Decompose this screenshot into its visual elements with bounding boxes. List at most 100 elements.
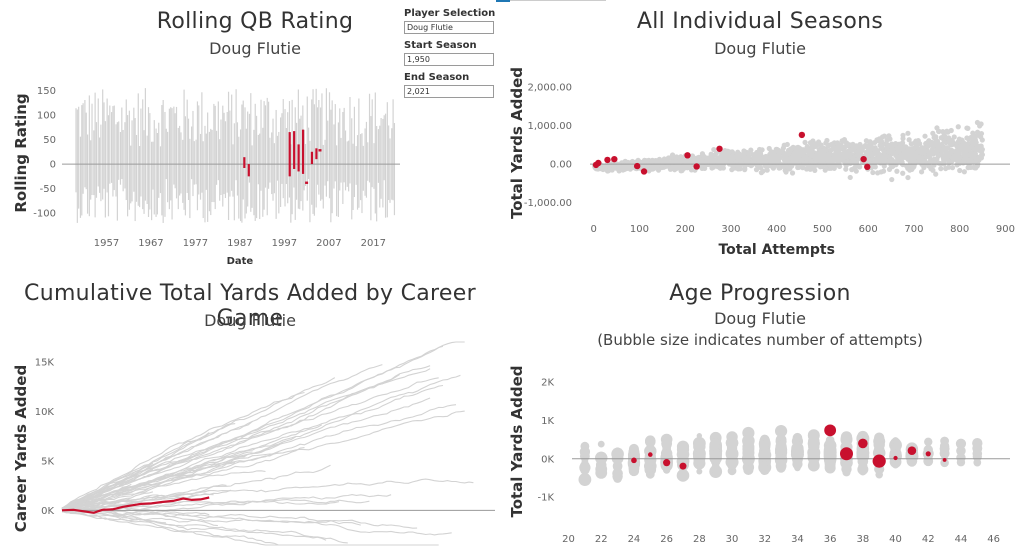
start-season-input[interactable]: 1,950 [404, 53, 494, 66]
season-point [881, 149, 887, 155]
season-point [711, 146, 717, 153]
season-point [602, 163, 608, 170]
end-season-label: End Season [404, 72, 470, 83]
season-point [720, 162, 726, 168]
season-point [954, 143, 960, 149]
rolling-chart-title: Rolling QB Rating [156, 9, 354, 34]
cumulative-chart-subtitle: Doug Flutie [204, 311, 296, 330]
season-point [782, 153, 789, 159]
season-point [900, 170, 906, 176]
season-point [894, 158, 900, 164]
season-point [881, 163, 887, 169]
x-tick-label: 200 [676, 224, 695, 235]
age-bubble [777, 441, 785, 449]
season-point [887, 142, 894, 149]
season-point [779, 148, 785, 155]
season-point [876, 151, 883, 158]
season-point [853, 168, 859, 174]
season-point [889, 176, 895, 183]
season-point [821, 147, 828, 153]
age-bubble [612, 468, 623, 479]
end-season-input[interactable]: 2,021 [404, 85, 494, 98]
season-point [804, 144, 810, 150]
age-bubble [580, 441, 590, 451]
y-tick-label: 0 [50, 160, 56, 171]
flutie-season-point [684, 152, 691, 159]
season-point [922, 133, 928, 139]
season-point [899, 160, 905, 167]
season-point [772, 149, 778, 155]
age-bubble [742, 434, 755, 448]
season-point [930, 130, 936, 136]
age-background-bubbles [578, 424, 983, 486]
season-point [815, 139, 822, 145]
x-tick-label: 100 [630, 224, 649, 235]
age-bubble [777, 425, 785, 433]
career-line [61, 489, 210, 512]
season-point [911, 145, 917, 151]
seasons-background-points [592, 119, 985, 183]
season-point [965, 136, 972, 142]
season-point [929, 143, 936, 149]
age-bubble [728, 462, 736, 470]
season-point [894, 154, 901, 161]
player-selection-input[interactable]: Doug Flutie [404, 21, 494, 34]
season-point [735, 157, 741, 163]
x-tick-label: 1987 [227, 238, 252, 249]
season-point [611, 164, 617, 171]
x-tick-label: 44 [955, 534, 968, 545]
career-line [61, 391, 305, 509]
flutie-season-point [595, 159, 602, 167]
season-point [870, 169, 876, 176]
y-tick-label: 5K [41, 456, 54, 467]
season-point [949, 165, 956, 171]
season-point [933, 134, 939, 140]
season-point [961, 169, 967, 175]
season-point [918, 169, 925, 175]
y-axis-title: Career Yards Added [12, 365, 30, 532]
age-bubble [807, 437, 820, 450]
career-line [61, 452, 279, 509]
season-point [756, 146, 763, 153]
age-bubble [941, 451, 948, 458]
season-point [965, 152, 971, 158]
season-point [875, 170, 881, 176]
age-bubble [614, 447, 622, 455]
season-point [659, 162, 665, 168]
x-tick-label: 34 [791, 534, 804, 545]
x-tick-label: 700 [904, 224, 923, 235]
career-line [61, 368, 431, 510]
age-bubble [692, 436, 706, 450]
season-point [900, 146, 906, 152]
season-point [627, 166, 633, 172]
season-point [950, 139, 956, 145]
season-point [741, 148, 747, 154]
x-tick-label: 0 [591, 224, 597, 235]
age-bubble [823, 446, 837, 460]
season-point [905, 156, 911, 162]
x-tick-label: 500 [813, 224, 832, 235]
season-point [909, 157, 915, 163]
season-point [826, 142, 832, 148]
season-point [621, 163, 627, 169]
season-point [975, 130, 981, 137]
x-tick-label: 900 [996, 224, 1015, 235]
season-point [831, 154, 837, 160]
y-tick-label: 2,000.00 [527, 83, 572, 94]
x-tick-label: 1977 [183, 238, 208, 249]
season-point [946, 135, 952, 141]
season-point [644, 158, 650, 164]
season-point [948, 149, 954, 156]
season-point [883, 154, 889, 160]
season-point [844, 160, 850, 167]
season-point [784, 141, 790, 148]
flutie-season-point [716, 145, 723, 152]
season-point [886, 166, 893, 172]
season-point [717, 156, 723, 162]
age-chart-bubble-note: (Bubble size indicates number of attempt… [597, 331, 923, 349]
age-bubble [875, 467, 883, 474]
top-scroll-thumb[interactable] [496, 0, 510, 2]
season-point [969, 139, 975, 146]
flutie-season-point [640, 168, 648, 175]
x-tick-label: 1967 [138, 238, 163, 249]
